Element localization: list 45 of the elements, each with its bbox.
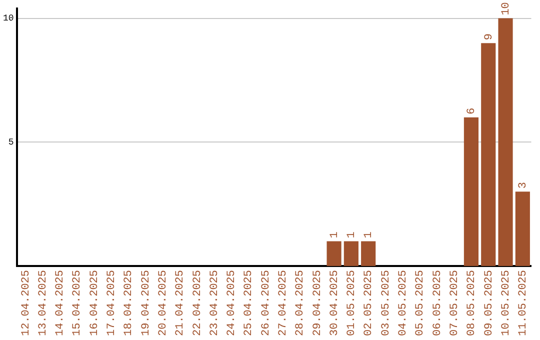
x-tick-label: 17.04.2025 xyxy=(106,270,118,336)
bar xyxy=(515,192,530,266)
data-label: 1 xyxy=(346,231,358,238)
x-tick-label: 13.04.2025 xyxy=(37,270,50,336)
x-tick-label: 12.04.2025 xyxy=(20,270,32,336)
x-tick-label: 26.04.2025 xyxy=(260,270,272,336)
x-tick-label: 07.05.2025 xyxy=(448,270,461,336)
bar xyxy=(464,117,479,266)
x-tick-label: 25.04.2025 xyxy=(243,270,256,336)
x-tick-label: 29.04.2025 xyxy=(312,270,324,336)
bar xyxy=(344,241,358,266)
x-tick-label: 28.04.2025 xyxy=(294,270,307,336)
x-tick-label: 30.04.2025 xyxy=(328,270,341,336)
x-tick-label: 06.05.2025 xyxy=(432,270,444,336)
data-label: 3 xyxy=(518,182,530,189)
x-tick-label: 08.05.2025 xyxy=(466,270,478,336)
x-tick-label: 02.05.2025 xyxy=(363,270,376,336)
x-tick-label: 20.04.2025 xyxy=(157,270,170,336)
x-tick-label: 19.04.2025 xyxy=(140,270,152,336)
x-tick-label: 11.05.2025 xyxy=(518,270,530,336)
x-tick-label: 18.04.2025 xyxy=(123,270,136,336)
data-label: 1 xyxy=(363,231,376,238)
x-tick-label: 03.05.2025 xyxy=(380,270,392,336)
bar xyxy=(361,241,376,266)
x-tick-label: 04.05.2025 xyxy=(398,270,410,336)
data-label: 1 xyxy=(328,231,341,238)
x-tick-label: 05.05.2025 xyxy=(414,270,427,336)
x-tick-label: 10.05.2025 xyxy=(500,270,512,336)
x-tick-label: 24.04.2025 xyxy=(226,270,238,336)
bar xyxy=(326,241,342,266)
x-tick-label: 01.05.2025 xyxy=(346,270,358,336)
x-tick-label: 16.04.2025 xyxy=(88,270,101,336)
x-tick-label: 22.04.2025 xyxy=(192,270,204,336)
x-tick-label: 27.04.2025 xyxy=(278,270,290,336)
data-label: 9 xyxy=(483,33,496,40)
data-label: 6 xyxy=(466,108,478,114)
x-tick-label: 15.04.2025 xyxy=(72,270,84,336)
bar xyxy=(498,18,513,266)
x-tick-label: 09.05.2025 xyxy=(483,270,496,336)
x-tick-label: 23.04.2025 xyxy=(208,270,221,336)
data-label: 10 xyxy=(500,2,512,16)
bar xyxy=(481,43,496,266)
x-tick-label: 14.04.2025 xyxy=(54,270,67,336)
x-tick-label: 21.04.2025 xyxy=(174,270,187,336)
y-tick-label: 5 xyxy=(8,138,14,148)
